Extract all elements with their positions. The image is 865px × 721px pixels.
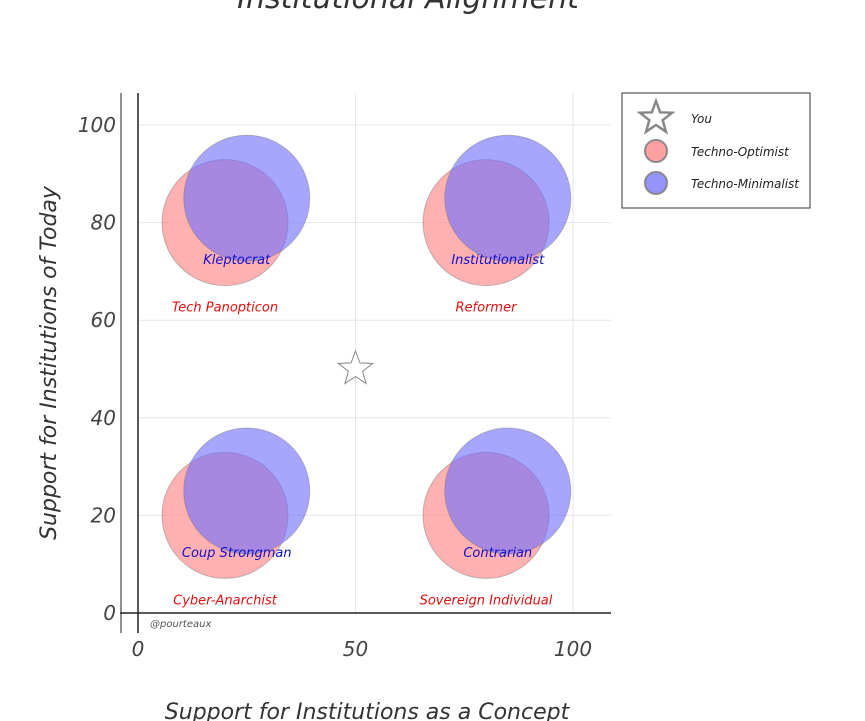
- data-label: Sovereign Individual: [420, 593, 553, 608]
- y-tick-label: 100: [78, 113, 116, 137]
- x-tick-label: 0: [132, 637, 145, 661]
- data-label: Cyber-Anarchist: [173, 593, 278, 608]
- bubble-techno-minimalist: [444, 134, 572, 262]
- y-tick-label: 60: [91, 308, 116, 332]
- bubble-techno-minimalist: [183, 427, 311, 555]
- data-label: Coup Strongman: [182, 546, 292, 561]
- tick-labels: 0 50 100 0 20 40 60 80 100: [78, 113, 592, 661]
- y-axis-title: Support for Institutions of Today: [37, 185, 62, 540]
- data-markers: [161, 134, 572, 579]
- data-label: Contrarian: [463, 546, 532, 561]
- data-label: Reformer: [456, 301, 519, 316]
- legend-label: Techno-Optimist: [691, 145, 790, 159]
- x-axis-title: Support for Institutions as a Concept: [165, 700, 571, 721]
- credit-label: @pourteaux: [150, 619, 211, 630]
- legend: You Techno-Optimist Techno-Minimalist: [621, 92, 811, 209]
- y-tick-label: 20: [91, 503, 116, 527]
- legend-circle-icon: [644, 139, 668, 163]
- y-tick-label: 80: [91, 211, 116, 235]
- x-tick-label: 100: [554, 637, 592, 661]
- x-tick-label: 50: [343, 637, 368, 661]
- data-labels: Tech Panopticon Reformer Cyber-Anarchist So…: [172, 253, 553, 608]
- bubble-techno-minimalist: [444, 427, 572, 555]
- legend-circle-icon: [644, 171, 668, 195]
- chart-title: Institutional Alignment: [237, 0, 580, 16]
- legend-star-icon: [636, 97, 676, 135]
- legend-label: You: [691, 112, 712, 126]
- y-tick-label: 40: [91, 406, 116, 430]
- bubble-techno-minimalist: [183, 134, 311, 262]
- data-label: Institutionalist: [451, 253, 545, 268]
- star-marker-you: [337, 349, 374, 385]
- data-label: Tech Panopticon: [172, 301, 278, 316]
- y-tick-label: 0: [103, 601, 116, 625]
- legend-label: Techno-Minimalist: [691, 177, 800, 191]
- data-label: Kleptocrat: [203, 253, 271, 268]
